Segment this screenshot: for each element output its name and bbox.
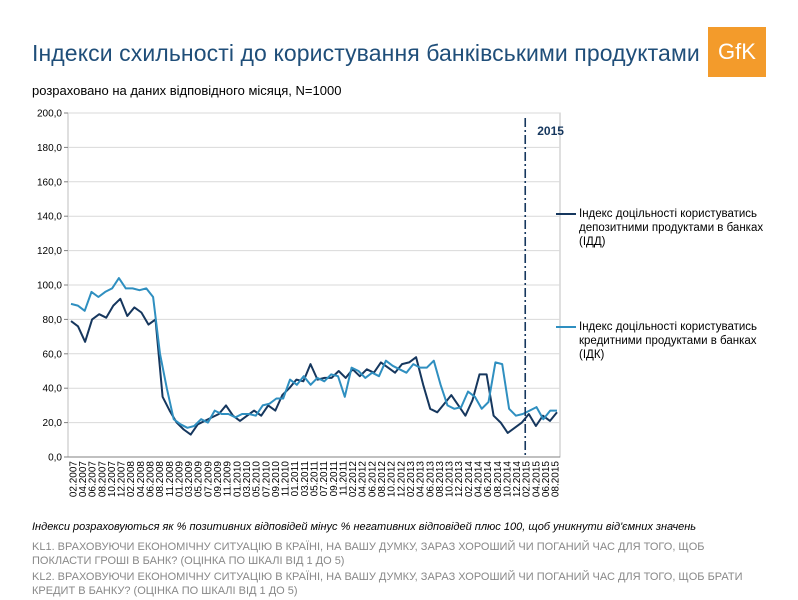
x-tick-label: 07.2009 <box>203 461 214 498</box>
series-line-idk <box>70 277 557 429</box>
y-tick-label: 160,0 <box>37 177 62 188</box>
x-tick-label: 04.2014 <box>474 461 485 498</box>
x-tick-label: 02.2015 <box>522 461 533 498</box>
x-tick-label: 04.2007 <box>78 461 89 498</box>
x-tick-label: 08.2014 <box>493 461 504 498</box>
x-tick-label: 06.2008 <box>146 461 157 498</box>
x-tick-label: 11.2011 <box>338 461 349 496</box>
y-tick-label: 80,0 <box>43 315 63 326</box>
x-tick-label: 02.2012 <box>348 461 359 498</box>
y-tick-label: 0,0 <box>48 453 62 464</box>
y-tick-label: 40,0 <box>43 384 63 395</box>
x-tick-label: 08.2012 <box>377 461 388 498</box>
year-marker-label: 2015 <box>537 124 564 138</box>
x-tick-label: 06.2013 <box>425 461 436 498</box>
x-tick-label: 05.2010 <box>252 461 263 498</box>
footnote-kl2: KL2. ВРАХОВУЮЧИ ЕКОНОМІЧНУ СИТУАЦІЮ В КР… <box>32 571 743 597</box>
x-tick-label: 01.2009 <box>174 461 185 498</box>
x-tick-label: 08.2007 <box>97 461 108 498</box>
page-title: Індекси схильності до користування банкі… <box>32 40 700 66</box>
x-tick-label: 09.2011 <box>329 461 340 497</box>
x-tick-label: 05.2009 <box>194 461 205 498</box>
y-tick-label: 200,0 <box>37 109 62 120</box>
series-line-idd <box>70 297 558 436</box>
x-tick-label: 07.2011 <box>319 461 330 497</box>
x-tick-label: 03.2009 <box>184 461 195 498</box>
legend-swatch-idd <box>556 213 576 215</box>
x-tick-label: 04.2008 <box>136 461 147 498</box>
x-tick-label: 06.2012 <box>367 461 378 498</box>
x-tick-label: 06.2007 <box>88 461 99 498</box>
x-tick-label: 12.2012 <box>396 461 407 498</box>
y-tick-label: 60,0 <box>43 349 63 360</box>
x-tick-label: 03.2011 <box>300 461 311 497</box>
x-tick-label: 06.2014 <box>483 461 494 498</box>
x-tick-label: 09.2010 <box>271 461 282 498</box>
y-tick-label: 140,0 <box>37 212 62 223</box>
x-tick-label: 10.2013 <box>445 461 456 498</box>
legend-label-idd: Індекс доцільності користуватись депозит… <box>579 208 764 248</box>
x-tick-label: 07.2010 <box>261 461 272 498</box>
x-tick-label: 02.2013 <box>406 461 417 498</box>
gfk-logo: GfK <box>708 27 766 77</box>
x-tick-label: 05.2011 <box>310 461 321 497</box>
legend-swatch-idk <box>556 326 576 328</box>
x-tick-label: 10.2007 <box>107 461 118 498</box>
x-tick-label: 04.2012 <box>358 461 369 498</box>
x-tick-label: 02.2008 <box>126 461 137 498</box>
x-tick-label: 11.2009 <box>223 461 234 497</box>
x-tick-label: 01.2010 <box>232 461 243 498</box>
legend-item-idk: Індекс доцільності користуватись кредитн… <box>556 320 781 362</box>
footnote-kl1: KL1. ВРАХОВУЮЧИ ЕКОНОМІЧНУ СИТУАЦІЮ В КР… <box>32 541 705 567</box>
y-tick-label: 120,0 <box>37 246 62 257</box>
y-tick-label: 180,0 <box>37 143 62 154</box>
subtitle: розраховано на даних відповідного місяця… <box>32 83 342 98</box>
x-tick-label: 10.2012 <box>387 461 398 498</box>
x-tick-label: 01.2011 <box>290 461 301 497</box>
x-tick-label: 12.2007 <box>117 461 128 498</box>
y-tick-label: 100,0 <box>37 281 62 292</box>
x-tick-label: 08.2013 <box>435 461 446 498</box>
x-tick-label: 04.2013 <box>416 461 427 498</box>
chart-note: Індекси розраховуються як % позитивних в… <box>32 521 697 533</box>
x-tick-label: 03.2010 <box>242 461 253 498</box>
x-tick-label: 10.2014 <box>502 461 513 498</box>
x-tick-label: 06.2015 <box>541 461 552 498</box>
legend-item-idd: Індекс доцільності користуватись депозит… <box>556 207 781 249</box>
legend-label-idk: Індекс доцільності користуватись кредитн… <box>579 321 758 361</box>
x-tick-label: 08.2008 <box>155 461 166 498</box>
x-tick-label: 11.2010 <box>281 461 292 497</box>
x-tick-label: 09.2009 <box>213 461 224 498</box>
x-tick-label: 12.2013 <box>454 461 465 498</box>
y-tick-label: 20,0 <box>43 418 63 429</box>
x-tick-label: 12.2014 <box>512 461 523 498</box>
x-tick-label: 11.2008 <box>165 461 176 497</box>
x-tick-label: 02.2007 <box>68 461 79 498</box>
x-tick-label: 04.2015 <box>531 461 542 498</box>
x-tick-label: 02.2014 <box>464 461 475 498</box>
x-tick-label: 08.2015 <box>551 461 562 498</box>
